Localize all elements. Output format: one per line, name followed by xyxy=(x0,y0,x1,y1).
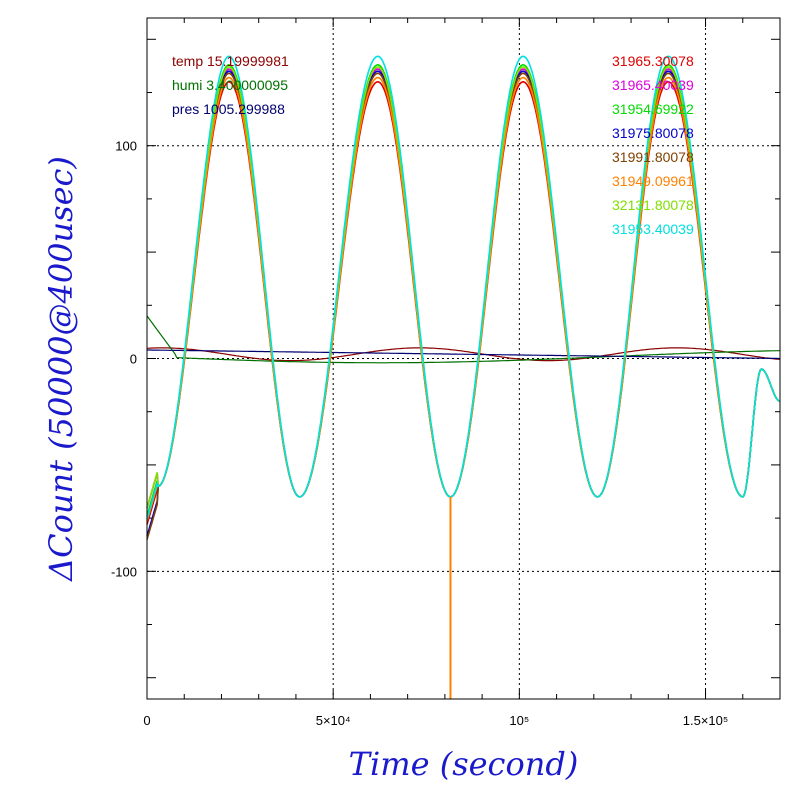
tick-labels: 0 5×10⁴ 10⁵ 1.5×10⁵ 100 0 -100 xyxy=(111,139,728,728)
legend-entry: 31991.80078 xyxy=(612,149,694,165)
axis-ticks xyxy=(146,18,781,699)
legend-entry: 32131.80078 xyxy=(612,197,694,213)
env-curve-2 xyxy=(147,349,780,360)
y-tick-label: 100 xyxy=(115,139,137,154)
x-tick-label: 1.5×10⁵ xyxy=(683,713,729,728)
series-lines xyxy=(146,55,781,699)
env-curve-1 xyxy=(146,315,780,364)
y-tick-label: -100 xyxy=(111,564,137,579)
x-tick-label: 5×10⁴ xyxy=(316,713,351,728)
legend-entry: 31965.40039 xyxy=(612,77,694,93)
legend: temp 15.19999981 humi 3.400000095 pres 100… xyxy=(172,53,694,237)
env-label: humi 3.400000095 xyxy=(172,77,288,93)
x-axis-title: Time (second) xyxy=(349,745,579,783)
environment-curves xyxy=(146,315,781,364)
plot-frame xyxy=(146,17,781,700)
legend-entry: 31954.69922 xyxy=(612,101,694,117)
x-tick-label: 0 xyxy=(143,713,150,728)
legend-entry: 31949.09961 xyxy=(612,173,694,189)
env-label: temp 15.19999981 xyxy=(172,53,289,69)
legend-entry: 31953.40039 xyxy=(612,221,694,237)
y-axis-title: ΔCount (50000@400usec) xyxy=(42,156,80,583)
legend-entry: 31965.30078 xyxy=(612,53,694,69)
env-curve-0 xyxy=(146,347,781,362)
series-line-7 xyxy=(146,55,781,520)
y-tick-label: 0 xyxy=(130,352,137,367)
env-label: pres 1005.299988 xyxy=(172,101,285,117)
x-tick-label: 10⁵ xyxy=(509,713,529,728)
legend-entry: 31975.80078 xyxy=(612,125,694,141)
